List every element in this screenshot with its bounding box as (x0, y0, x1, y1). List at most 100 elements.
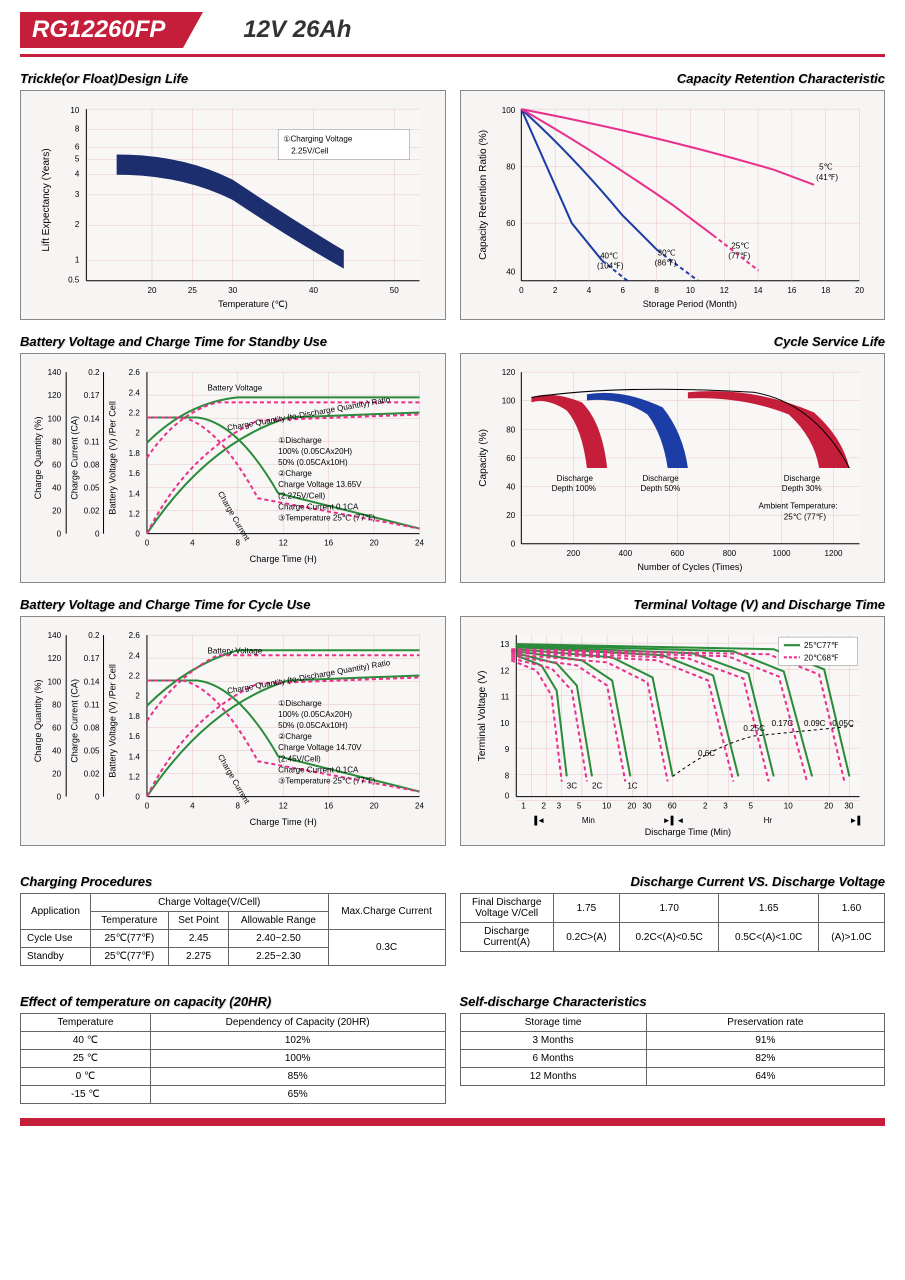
svg-text:0: 0 (504, 792, 509, 801)
svg-text:30℃: 30℃ (657, 248, 675, 257)
chart-cycleuse: 0481216202402040608010012014000.020.050.… (20, 616, 446, 846)
svg-text:Charge Current (CA): Charge Current (CA) (69, 416, 79, 500)
svg-text:0.08: 0.08 (84, 460, 100, 469)
svg-text:2: 2 (541, 802, 546, 811)
svg-text:(2.45V/Cell): (2.45V/Cell) (278, 754, 321, 763)
svg-text:100% (0.05CAx20H): 100% (0.05CAx20H) (278, 447, 352, 456)
svg-text:120: 120 (48, 391, 62, 400)
svg-text:100% (0.05CAx20H): 100% (0.05CAx20H) (278, 710, 352, 719)
table-title-discharge: Discharge Current VS. Discharge Voltage (460, 874, 886, 889)
svg-text:80: 80 (52, 437, 61, 446)
svg-text:①Charging Voltage: ①Charging Voltage (283, 134, 353, 143)
svg-text:Capacity Retention Ratio (%): Capacity Retention Ratio (%) (477, 130, 488, 260)
svg-text:Charge Voltage 14.70V: Charge Voltage 14.70V (278, 743, 362, 752)
svg-text:②Charge: ②Charge (278, 469, 312, 478)
svg-text:12: 12 (279, 539, 288, 548)
svg-text:20: 20 (627, 802, 636, 811)
svg-text:0.02: 0.02 (84, 507, 100, 516)
svg-text:0.05: 0.05 (84, 483, 100, 492)
svg-text:Temperature (℃): Temperature (℃) (218, 299, 288, 309)
red-divider (20, 54, 885, 57)
svg-text:20: 20 (824, 802, 833, 811)
svg-text:0: 0 (135, 530, 140, 539)
svg-text:►▌: ►▌ (849, 815, 863, 826)
svg-text:0.11: 0.11 (84, 437, 100, 446)
svg-text:1.4: 1.4 (129, 489, 141, 498)
svg-text:0: 0 (95, 530, 100, 539)
svg-text:120: 120 (48, 654, 62, 663)
chart-title-trickle: Trickle(or Float)Design Life (20, 71, 446, 86)
table-row: Cycle Use 25℃(77℉) 2.45 2.40~2.50 0.3C (21, 930, 446, 948)
svg-text:2: 2 (135, 692, 140, 701)
svg-text:2.6: 2.6 (129, 631, 141, 640)
svg-text:5: 5 (576, 802, 581, 811)
svg-text:6: 6 (75, 142, 80, 151)
svg-text:20: 20 (370, 539, 379, 548)
svg-text:Charge Current 0.1CA: Charge Current 0.1CA (278, 765, 359, 774)
svg-text:2.6: 2.6 (129, 368, 141, 377)
chart-title-terminal: Terminal Voltage (V) and Discharge Time (460, 597, 886, 612)
svg-text:3: 3 (75, 190, 80, 199)
table-row: Discharge Current(A) 0.2C>(A) 0.2C<(A)<0… (460, 923, 885, 952)
svg-text:24: 24 (415, 802, 424, 811)
svg-text:13: 13 (500, 640, 509, 649)
header: RG12260FP 12V 26Ah (20, 12, 885, 48)
svg-text:2: 2 (75, 220, 80, 229)
chart-cyclelife: 020406080100120 20040060080010001200 Num… (460, 353, 886, 583)
th-charge-voltage: Charge Voltage(V/Cell) (90, 894, 328, 912)
svg-text:100: 100 (501, 397, 515, 406)
svg-text:8: 8 (75, 124, 80, 133)
svg-text:1200: 1200 (824, 549, 842, 558)
svg-text:60: 60 (506, 454, 515, 463)
svg-text:Battery Voltage: Battery Voltage (208, 646, 263, 655)
svg-text:0.17: 0.17 (84, 654, 100, 663)
svg-text:Depth 30%: Depth 30% (781, 484, 821, 493)
chart-title-cyclelife: Cycle Service Life (460, 334, 886, 349)
svg-text:8: 8 (236, 802, 241, 811)
svg-text:0.11: 0.11 (84, 700, 100, 709)
svg-text:0.2: 0.2 (88, 631, 100, 640)
chart-terminal: 13 12 11 10 9 8 0 1 2 3 5 10 20 30 60 2 (460, 616, 886, 846)
svg-text:10: 10 (500, 719, 509, 728)
svg-text:0.14: 0.14 (84, 414, 100, 423)
svg-text:1.6: 1.6 (129, 732, 141, 741)
svg-text:10: 10 (783, 802, 792, 811)
table-row: 25 ℃100% (21, 1050, 446, 1068)
svg-text:16: 16 (324, 539, 333, 548)
svg-text:►▌◄: ►▌◄ (662, 815, 684, 826)
svg-text:0: 0 (519, 286, 524, 295)
svg-text:16: 16 (324, 802, 333, 811)
svg-text:40: 40 (52, 483, 61, 492)
svg-text:120: 120 (501, 368, 515, 377)
svg-text:1.6: 1.6 (129, 469, 141, 478)
svg-text:Lift Expectancy (Years): Lift Expectancy (Years) (41, 148, 52, 251)
svg-text:5: 5 (75, 155, 80, 164)
svg-text:(77℉): (77℉) (728, 252, 750, 261)
svg-text:②Charge: ②Charge (278, 732, 312, 741)
svg-text:50: 50 (390, 286, 399, 295)
svg-text:2.2: 2.2 (129, 409, 141, 418)
svg-text:Terminal Voltage (V): Terminal Voltage (V) (476, 670, 487, 761)
svg-text:2.4: 2.4 (129, 388, 141, 397)
svg-text:400: 400 (618, 549, 632, 558)
svg-text:20: 20 (148, 286, 157, 295)
svg-text:20: 20 (52, 507, 61, 516)
chart-retention: 100 80 60 40 02468101214161820 Storage P… (460, 90, 886, 320)
svg-text:60: 60 (52, 460, 61, 469)
chart-standby: 0481216202402040608010012014000.020.050.… (20, 353, 446, 583)
svg-text:1: 1 (75, 256, 80, 265)
svg-text:8: 8 (654, 286, 659, 295)
svg-text:24: 24 (415, 539, 424, 548)
table-title-selfdischarge: Self-discharge Characteristics (460, 994, 886, 1009)
svg-text:0.08: 0.08 (84, 723, 100, 732)
svg-text:0: 0 (95, 793, 100, 802)
table-row: Final Discharge Voltage V/Cell 1.75 1.70… (460, 894, 885, 923)
svg-text:16: 16 (787, 286, 796, 295)
svg-text:0.02: 0.02 (84, 770, 100, 779)
svg-text:Storage Period (Month): Storage Period (Month) (642, 299, 736, 309)
svg-text:0: 0 (145, 802, 150, 811)
svg-text:140: 140 (48, 631, 62, 640)
svg-text:0.09C: 0.09C (803, 719, 825, 728)
svg-text:25℃ (77℉): 25℃ (77℉) (783, 512, 826, 521)
svg-text:Charge Quantity (%): Charge Quantity (%) (33, 417, 43, 500)
